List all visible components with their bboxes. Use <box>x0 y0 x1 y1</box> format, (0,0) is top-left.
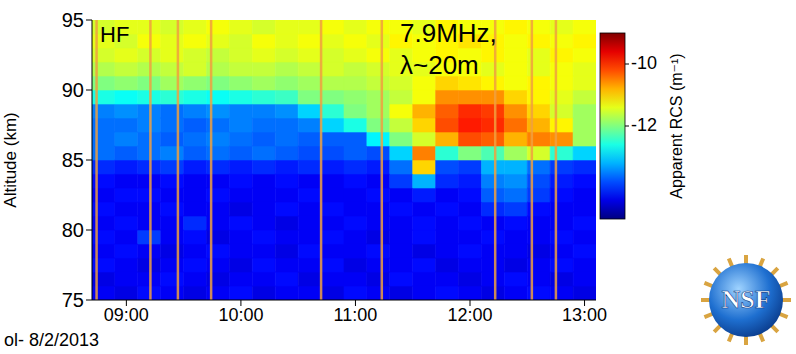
svg-text:09:00: 09:00 <box>104 305 149 325</box>
svg-text:90: 90 <box>62 79 84 101</box>
svg-text:80: 80 <box>62 219 84 241</box>
svg-text:11:00: 11:00 <box>334 305 378 325</box>
svg-text:Apparent RCS (m⁻¹): Apparent RCS (m⁻¹) <box>668 53 685 198</box>
html-text:HF: HF <box>100 22 130 47</box>
html-text:7.9MHz,: 7.9MHz, <box>400 18 497 48</box>
svg-text:10:00: 10:00 <box>218 305 263 325</box>
svg-text:13:00: 13:00 <box>562 305 607 325</box>
html-text:λ~20m: λ~20m <box>400 50 479 80</box>
svg-text:85: 85 <box>62 149 84 171</box>
html-text:ol- 8/2/2013: ol- 8/2/2013 <box>4 330 100 350</box>
svg-text:Altitude (km): Altitude (km) <box>1 112 20 207</box>
svg-text:-12: -12 <box>631 115 657 135</box>
svg-text:NSF: NSF <box>721 285 770 314</box>
svg-text:75: 75 <box>62 289 84 311</box>
svg-text:12:00: 12:00 <box>447 305 492 325</box>
svg-text:-10: -10 <box>631 53 657 73</box>
svg-text:95: 95 <box>62 9 84 31</box>
